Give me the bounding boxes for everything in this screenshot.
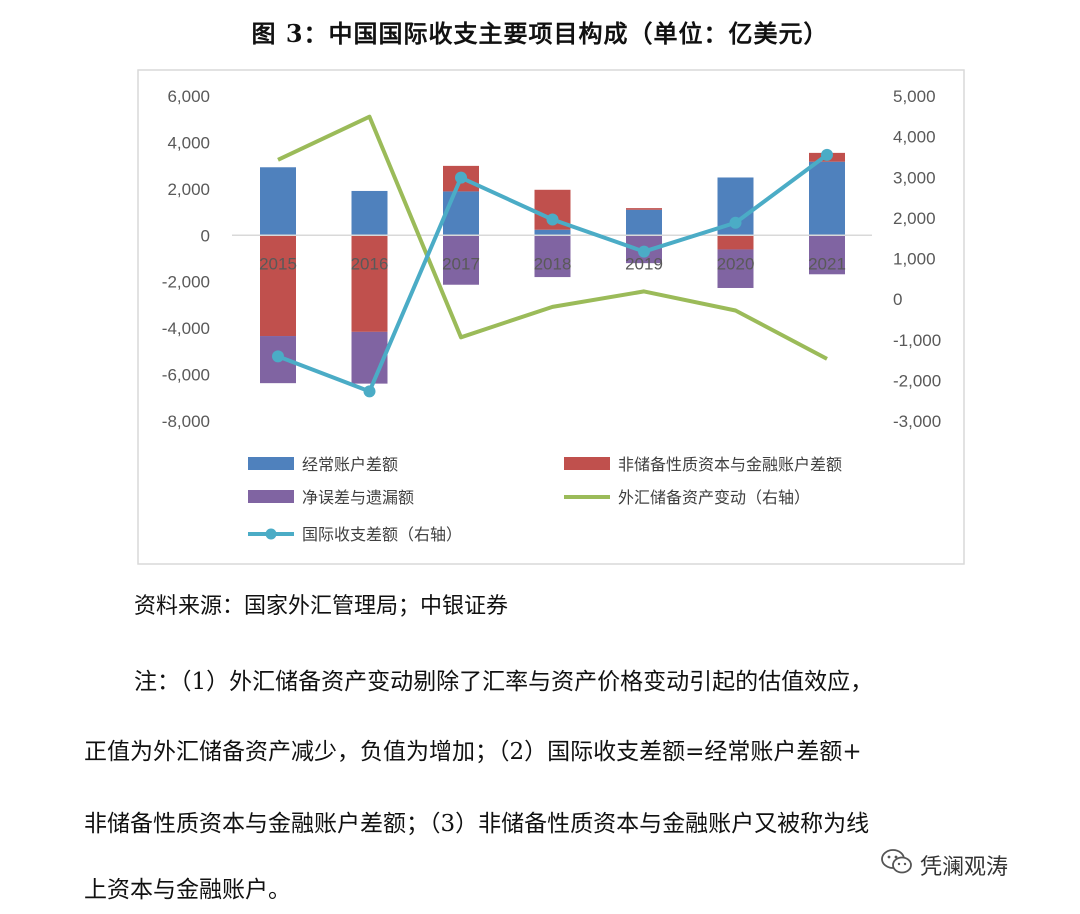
legend-label: 净误差与遗漏额 xyxy=(302,488,414,507)
right-axis-ticks: 5,000 4,000 3,000 2,000 1,000 0 -1,000 -2,000 -3… xyxy=(893,87,941,431)
bar xyxy=(809,161,845,236)
left-tick-label: -2,000 xyxy=(162,273,210,292)
category-label: 2017 xyxy=(442,254,480,273)
bar xyxy=(809,235,845,275)
legend-marker xyxy=(265,528,277,540)
category-label: 2018 xyxy=(534,254,572,273)
bar xyxy=(626,209,662,236)
right-tick-label: -3,000 xyxy=(893,412,941,431)
legend-label: 非储备性质资本与金融账户差额 xyxy=(618,455,842,474)
category-labels: 2015 2016 2017 2018 2019 2020 2021 xyxy=(259,254,846,273)
bar xyxy=(534,235,571,278)
left-axis-ticks: 6,000 4,000 2,000 0 -2,000 -4,000 -6,000 -8,000 xyxy=(162,87,210,431)
line-point xyxy=(546,213,559,226)
right-tick-label: 1,000 xyxy=(893,250,936,269)
legend-label: 经常账户差额 xyxy=(302,455,398,474)
left-tick-label: -4,000 xyxy=(162,319,210,338)
note-line-4: 上资本与金融账户。 xyxy=(84,877,291,903)
legend-swatch xyxy=(248,490,294,503)
bar xyxy=(351,235,388,332)
right-tick-label: 0 xyxy=(893,290,902,309)
bar xyxy=(260,167,296,236)
line-point xyxy=(455,171,467,184)
line-point xyxy=(363,385,376,398)
line-point xyxy=(729,216,742,229)
right-tick-label: -1,000 xyxy=(893,331,941,350)
note-line-3: 非储备性质资本与金融账户差额；（3）非储备性质资本与金融账户又被称为线 xyxy=(84,811,870,837)
legend-swatch xyxy=(564,457,610,470)
line-point xyxy=(821,148,833,161)
bar xyxy=(443,191,479,236)
right-tick-label: 2,000 xyxy=(893,209,936,228)
chart: 6,000 4,000 2,000 0 -2,000 -4,000 -6,000 -8,000… xyxy=(137,69,965,565)
series-line xyxy=(277,114,828,361)
right-tick-label: 3,000 xyxy=(893,168,936,187)
bar xyxy=(351,331,388,384)
wechat-icon xyxy=(880,848,914,882)
bar-series xyxy=(260,152,845,384)
left-tick-label: 0 xyxy=(201,226,210,245)
bar xyxy=(717,249,754,288)
bar xyxy=(260,235,296,337)
category-label: 2020 xyxy=(717,254,755,273)
note-line-2: 正值为外汇储备资产减少，负值为增加；（2）国际收支差额=经常账户差额+ xyxy=(84,739,862,765)
watermark: 凭澜观涛 xyxy=(880,848,1008,882)
source-note: 资料来源：国家外汇管理局；中银证券 xyxy=(134,594,509,619)
legend-label: 外汇储备资产变动（右轴） xyxy=(618,488,810,507)
right-tick-label: 4,000 xyxy=(893,128,936,147)
bar xyxy=(443,235,479,285)
category-label: 2021 xyxy=(808,254,846,273)
line-point xyxy=(638,245,650,258)
figure-title: 图 3：中国国际收支主要项目构成（单位：亿美元） xyxy=(251,19,829,48)
left-tick-label: 4,000 xyxy=(167,133,210,152)
bar xyxy=(534,229,571,236)
watermark-text: 凭澜观涛 xyxy=(920,855,1009,880)
category-label: 2016 xyxy=(351,254,389,273)
legend-label: 国际收支差额（右轴） xyxy=(302,525,462,544)
bar xyxy=(717,235,754,250)
right-tick-label: -2,000 xyxy=(893,371,941,390)
right-tick-label: 5,000 xyxy=(893,87,936,106)
note-line-1: 注：（1）外汇储备资产变动剔除了汇率与资产价格变动引起的估值效应， xyxy=(134,669,874,695)
line-point xyxy=(272,350,284,363)
left-tick-label: -6,000 xyxy=(162,366,210,385)
left-tick-label: 6,000 xyxy=(167,87,210,106)
bar xyxy=(351,190,388,236)
left-tick-label: 2,000 xyxy=(167,180,210,199)
line-series xyxy=(272,114,833,398)
bar xyxy=(626,208,662,210)
legend-swatch xyxy=(248,457,294,470)
category-label: 2015 xyxy=(259,254,297,273)
category-label: 2019 xyxy=(625,254,663,273)
left-tick-label: -8,000 xyxy=(162,412,210,431)
